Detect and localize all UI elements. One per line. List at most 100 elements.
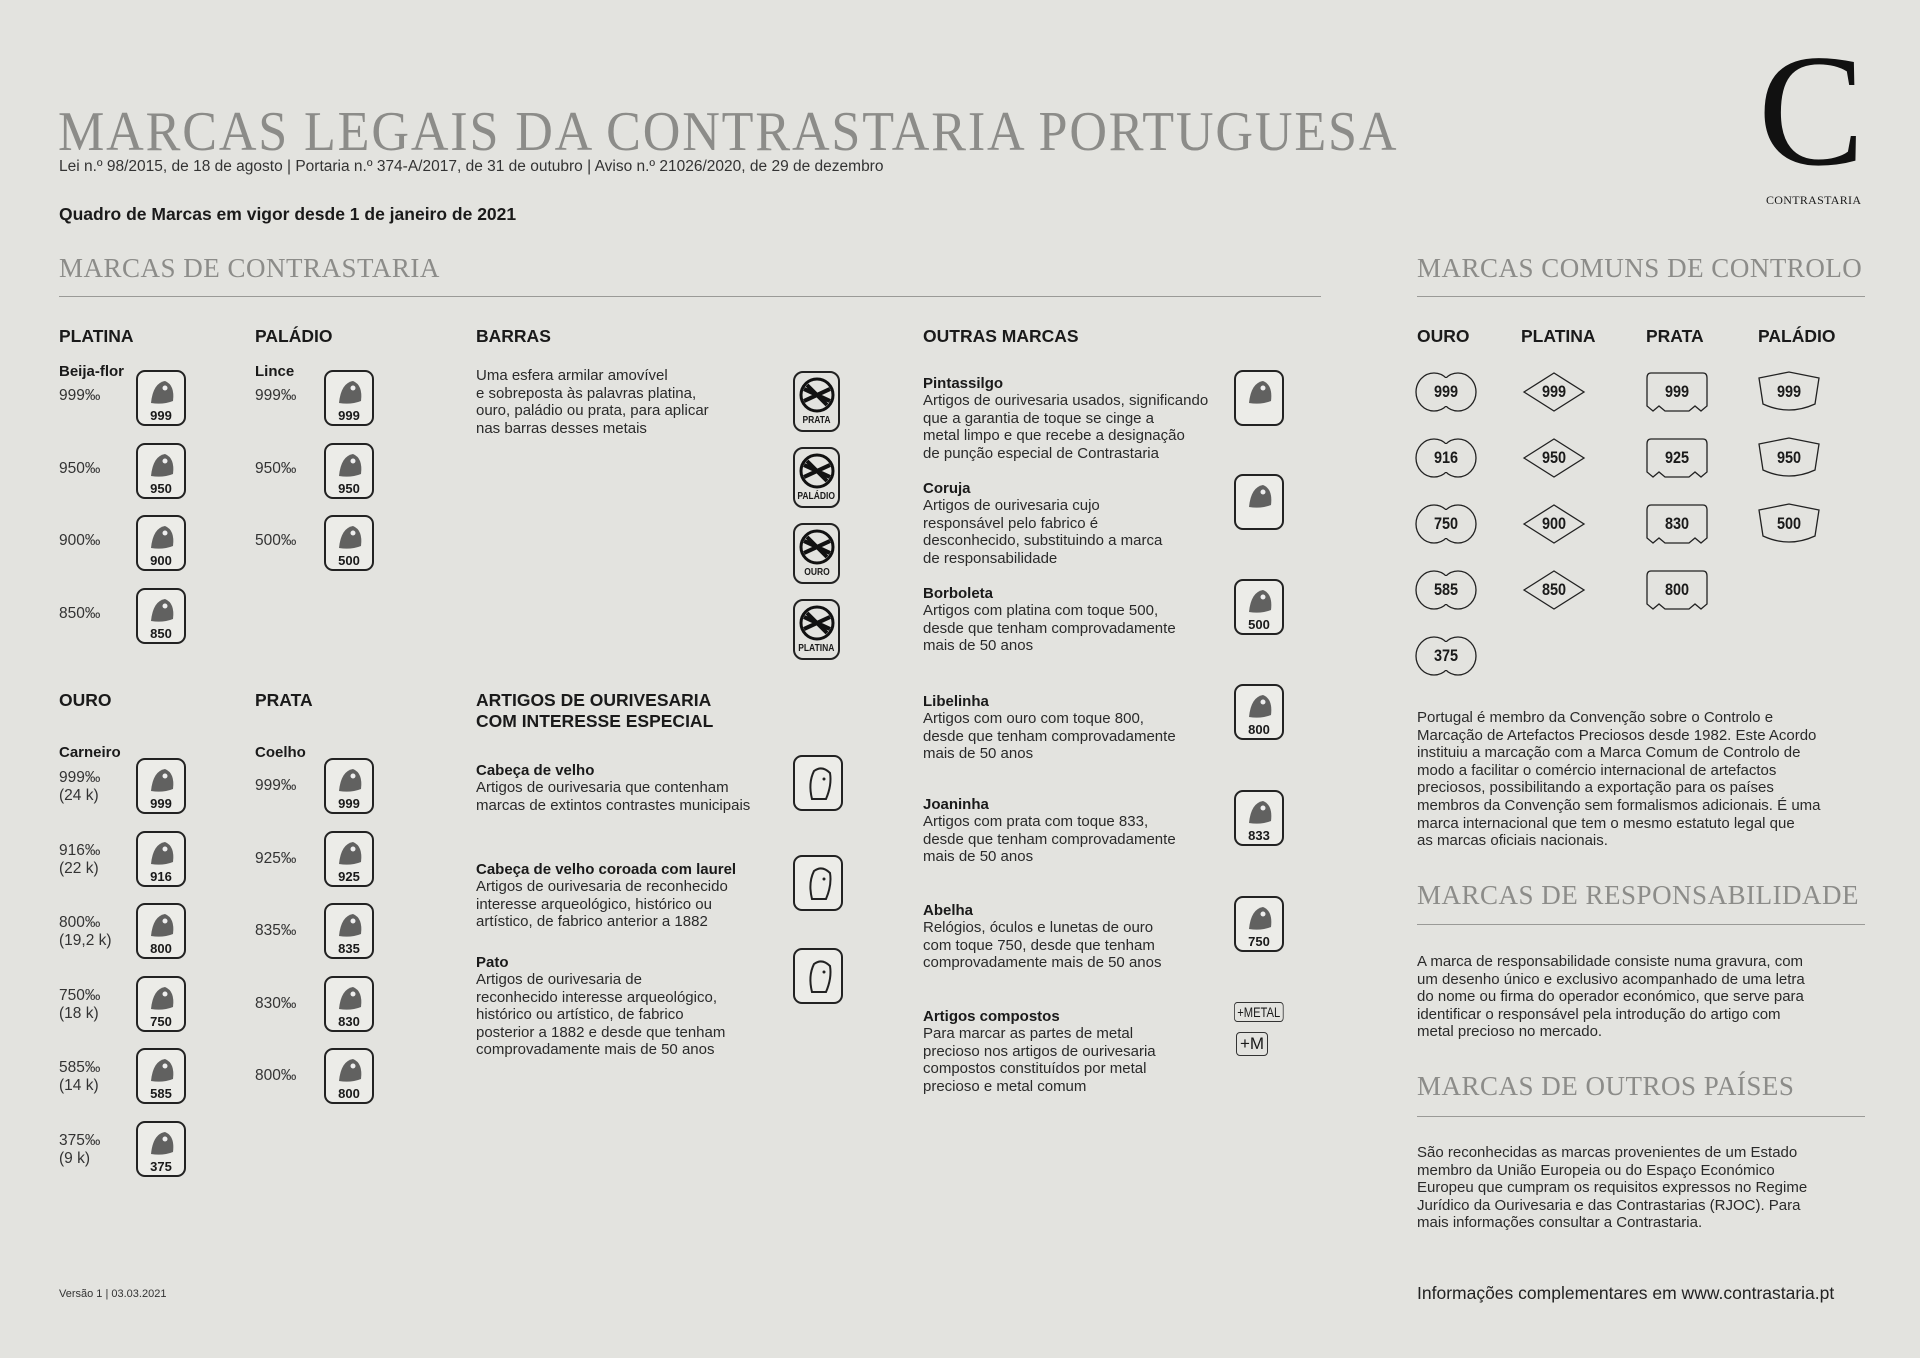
mark-number: 800 — [1664, 580, 1690, 599]
column-heading-comuns: PLATINA — [1521, 326, 1596, 346]
lynx-icon: 950 — [324, 442, 374, 499]
fineness-label: 750‰ (18 k) — [59, 986, 101, 1022]
outros-paises-text: São reconhecidas as marcas provenientes … — [1417, 1144, 1808, 1232]
item-text: Artigos de ourivesaria de reconhecido in… — [476, 971, 726, 1059]
fineness-label: 835‰ — [255, 922, 297, 939]
fineness-label: 800‰ (19,2 k) — [59, 914, 112, 949]
fineness-label: 850‰ — [59, 604, 101, 622]
mark-number: 830 — [338, 1013, 360, 1029]
mark-number: 750 — [150, 1013, 172, 1029]
mark-number: 950 — [338, 480, 360, 496]
mark-number: 916 — [1433, 448, 1459, 467]
armillary-sphere-icon: OURO — [793, 523, 840, 584]
armillary-sphere-icon: PLATINA — [793, 599, 840, 660]
barra-label: PRATA — [802, 415, 831, 426]
item-title: Pintassilgo — [923, 375, 1004, 392]
item-title: Cabeça de velho — [476, 762, 595, 779]
mark-number: 999 — [338, 408, 360, 423]
rabbit-icon: 925 — [324, 830, 374, 887]
item-text: Artigos de ourivesaria usados, significa… — [923, 392, 1209, 462]
website-info-link[interactable]: Informações complementares em www.contra… — [1417, 1283, 1835, 1303]
section-title-comuns: Marcas Comuns de Controlo — [1417, 253, 1863, 283]
rabbit-icon: 835 — [324, 903, 374, 959]
hummingbird-icon: 900 — [136, 515, 186, 571]
animal-label: Coelho — [255, 744, 306, 761]
item-title: Cabeça de velho coroada com laurel — [476, 861, 737, 878]
column-heading-paladio: PALÁDIO — [255, 326, 333, 346]
laurel-crowned-head-icon — [793, 855, 843, 911]
mark-number: 900 — [150, 553, 172, 568]
mark-number: 999 — [1664, 382, 1690, 401]
mark-number: 585 — [1433, 580, 1459, 599]
item-text: Artigos com ouro com toque 800, desde qu… — [923, 710, 1176, 763]
version-label: Versão 1 | 03.03.2021 — [59, 1288, 167, 1300]
item-text: Relógios, óculos e lunetas de ouro com t… — [923, 919, 1162, 972]
fineness-label: 925‰ — [255, 849, 297, 867]
common-control-mark-notched-rect: 999 — [1645, 370, 1709, 414]
mark-number: 833 — [1248, 828, 1270, 843]
common-control-mark-trapezoid: 500 — [1757, 502, 1821, 546]
item-text: Artigos com platina com toque 500, desde… — [923, 602, 1176, 655]
column-heading-barras: BARRAS — [476, 326, 551, 346]
logo-text: CONTRASTARIA — [1766, 193, 1862, 207]
item-title: Abelha — [923, 902, 974, 919]
bee-icon: 750 — [1234, 896, 1284, 952]
mark-number: 750 — [1433, 514, 1459, 533]
barra-label: PALÁDIO — [797, 491, 836, 502]
hummingbird-icon: 999 — [136, 370, 186, 426]
armillary-sphere-icon: PRATA — [793, 371, 840, 432]
mark-number: 999 — [1433, 382, 1459, 401]
butterfly-icon: 500 — [1234, 579, 1284, 635]
fineness-label: 999‰ (24 k) — [59, 769, 101, 804]
mark-number: 800 — [1248, 722, 1270, 737]
item-title: Pato — [476, 954, 509, 971]
ram-icon: 916 — [136, 830, 186, 887]
common-control-mark-double-circle: 375 — [1414, 634, 1478, 678]
mark-number: 750 — [1248, 934, 1270, 949]
hummingbird-icon: 850 — [136, 587, 186, 644]
mark-number: 950 — [150, 480, 172, 496]
fineness-label: 585‰ (14 k) — [59, 1059, 101, 1094]
fineness-label: 500‰ — [255, 532, 297, 549]
column-heading-ouro: OURO — [59, 690, 112, 710]
mark-number: 999 — [338, 796, 360, 811]
fineness-label: 375‰ (9 k) — [59, 1131, 101, 1167]
ram-icon: 585 — [136, 1048, 186, 1104]
item-title: Joaninha — [923, 796, 989, 813]
barras-text: Uma esfera armilar amovível e sobreposta… — [476, 367, 709, 437]
ram-icon: 375 — [136, 1120, 186, 1177]
ram-icon: 750 — [136, 975, 186, 1032]
mark-number: 500 — [1248, 617, 1270, 632]
common-control-mark-double-circle: 999 — [1414, 370, 1478, 414]
common-control-mark-double-circle: 585 — [1414, 568, 1478, 612]
mark-number: 800 — [338, 1086, 360, 1101]
responsabilidade-text: A marca de responsabilidade consiste num… — [1417, 953, 1805, 1041]
common-control-mark-diamond: 900 — [1522, 502, 1586, 546]
rabbit-icon: 800 — [324, 1048, 374, 1104]
section-title-contrastaria: Marcas de Contrastaria — [59, 253, 440, 283]
lynx-icon: 999 — [324, 370, 374, 426]
mark-number: 375 — [150, 1158, 172, 1174]
plus-m-mark: +M — [1236, 1032, 1269, 1056]
ram-icon: 800 — [136, 903, 186, 959]
common-control-mark-notched-rect: 830 — [1645, 502, 1709, 546]
fineness-label: 999‰ — [59, 387, 101, 404]
item-title: Artigos compostos — [923, 1008, 1060, 1025]
mark-number: 835 — [338, 941, 360, 956]
mark-number: 375 — [1433, 646, 1459, 665]
section-title-responsabilidade: Marcas de Responsabilidade — [1417, 880, 1860, 910]
lynx-icon: 500 — [324, 515, 374, 571]
fineness-label: 800‰ — [255, 1067, 297, 1084]
quadro-subtitle: Quadro de Marcas em vigor desde 1 de jan… — [59, 204, 517, 224]
duck-icon — [793, 948, 843, 1004]
animal-label: Carneiro — [59, 744, 121, 761]
common-control-mark-diamond: 950 — [1522, 436, 1586, 480]
mark-number: 900 — [1541, 514, 1567, 533]
column-heading-outras: OUTRAS MARCAS — [923, 326, 1079, 346]
common-control-mark-notched-rect: 925 — [1645, 436, 1709, 480]
column-heading-platina: PLATINA — [59, 326, 134, 346]
fineness-label: 830‰ — [255, 994, 297, 1012]
common-control-mark-trapezoid: 999 — [1757, 370, 1821, 414]
item-title: Borboleta — [923, 585, 994, 602]
mark-number: 916 — [150, 868, 172, 884]
